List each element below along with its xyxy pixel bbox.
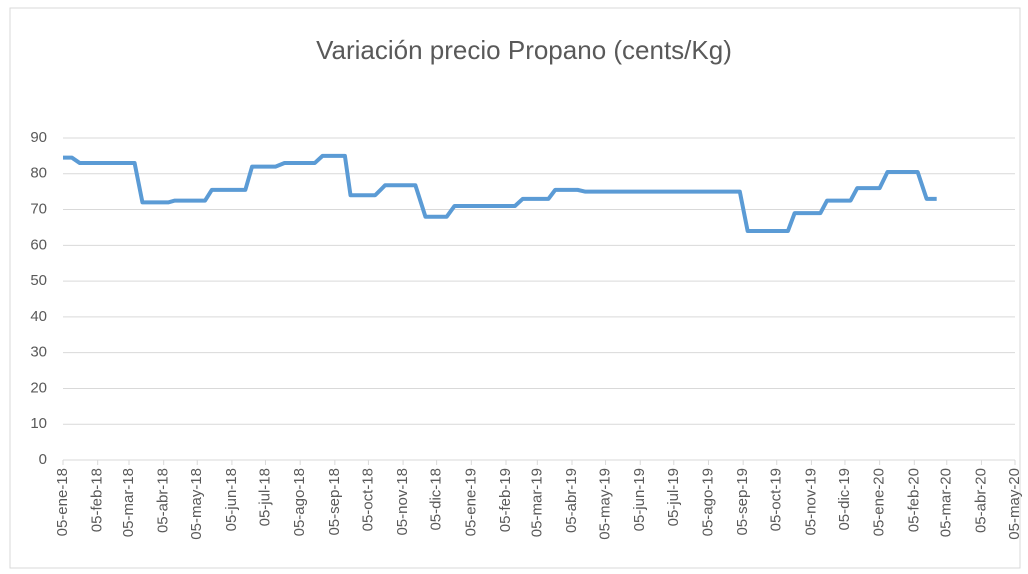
x-tick-label: 05-abr-20 (972, 468, 989, 533)
y-tick-label: 10 (30, 415, 47, 432)
y-tick-label: 20 (30, 379, 47, 396)
x-tick-label: 05-abr-19 (563, 468, 580, 533)
x-tick-label: 05-oct-18 (359, 468, 376, 531)
y-tick-label: 0 (39, 451, 47, 468)
x-tick-label: 05-nov-18 (394, 468, 411, 536)
y-tick-label: 70 (30, 201, 47, 218)
x-tick-label: 05-nov-19 (802, 468, 819, 536)
data-line (63, 153, 937, 234)
x-tick-label: 05-ene-19 (462, 468, 479, 536)
x-tick-label: 05-feb-20 (905, 468, 922, 532)
x-tick-label: 05-ene-20 (871, 468, 888, 536)
y-tick-label: 30 (30, 344, 47, 361)
x-tick-label: 05-jun-19 (631, 468, 648, 531)
x-tick-label: 05-ago-18 (291, 468, 308, 536)
x-tick-label: 05-may-20 (1006, 468, 1023, 540)
y-tick-label: 60 (30, 236, 47, 253)
chart-border (9, 7, 1021, 569)
x-tick-label: 05-oct-19 (768, 468, 785, 531)
x-tick-label: 05-sep-18 (326, 468, 343, 536)
x-tick-label: 05-jun-18 (223, 468, 240, 531)
x-tick-label: 05-abr-18 (155, 468, 172, 533)
x-tick-label: 05-dic-19 (836, 468, 853, 531)
x-tick-label: 05-jul-19 (665, 468, 682, 526)
x-tick-label: 05-mar-20 (938, 468, 955, 537)
x-tick-label: 05-feb-19 (497, 468, 514, 532)
x-tick-label: 05-may-19 (597, 468, 614, 540)
y-tick-label: 90 (30, 129, 47, 146)
chart-title: Variación precio Propano (cents/Kg) (316, 35, 732, 65)
x-tick-label: 05-mar-18 (120, 468, 137, 537)
x-tick-label: 05-ago-19 (699, 468, 716, 536)
y-tick-label: 50 (30, 272, 47, 289)
x-tick-label: 05-feb-18 (89, 468, 106, 532)
x-tick-label: 05-jul-18 (256, 468, 273, 526)
x-tick-label: 05-mar-19 (528, 468, 545, 537)
y-tick-label: 80 (30, 165, 47, 182)
x-tick-label: 05-dic-18 (428, 468, 445, 531)
y-tick-label: 40 (30, 308, 47, 325)
x-tick-label: 05-sep-19 (734, 468, 751, 536)
x-tick-label: 05-ene-18 (54, 468, 71, 536)
x-tick-label: 05-may-18 (188, 468, 205, 540)
